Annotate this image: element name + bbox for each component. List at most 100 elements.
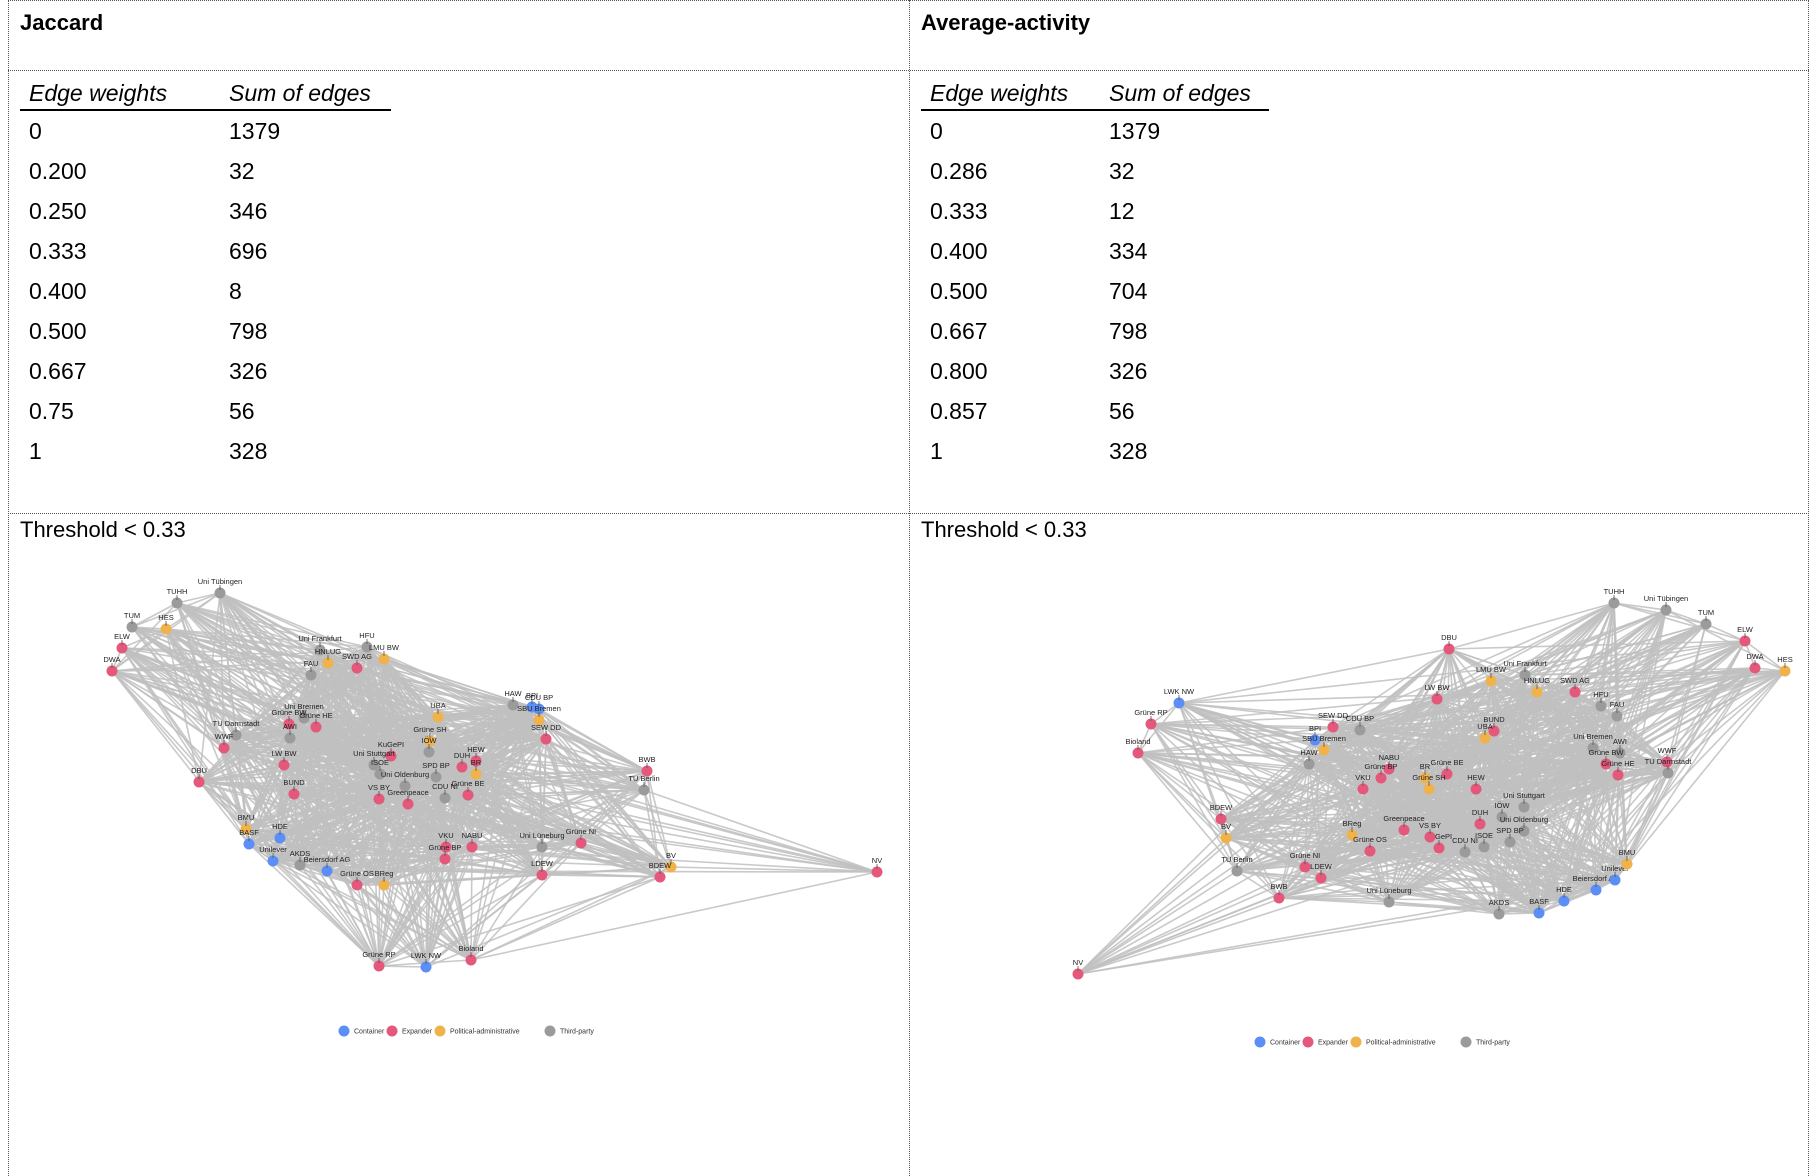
node-label: LMU BW bbox=[369, 643, 400, 652]
network-edge bbox=[1665, 609, 1786, 672]
network-edge bbox=[310, 674, 514, 706]
network-edge bbox=[1744, 640, 1786, 672]
node-br: BR bbox=[470, 758, 482, 780]
node-tu-darmstadt: TU Darmstadt bbox=[213, 719, 260, 741]
node-unilever: Unilever bbox=[1601, 864, 1629, 886]
network-edge bbox=[1220, 763, 1310, 820]
node-label: NV bbox=[1073, 958, 1083, 967]
network-edge bbox=[176, 602, 385, 660]
node-dbu: DBU bbox=[1441, 633, 1457, 655]
node-marker bbox=[1145, 718, 1157, 730]
network-edge bbox=[1666, 640, 1746, 763]
node-label: Uni Frankfurt bbox=[298, 634, 342, 643]
node-label: HDE bbox=[272, 822, 288, 831]
node-marker bbox=[424, 735, 436, 747]
network-edge bbox=[1388, 823, 1481, 903]
network-edge bbox=[1278, 879, 1616, 899]
node-lmu-bw: LMU BW bbox=[1476, 665, 1507, 687]
node-marker bbox=[1609, 874, 1621, 886]
edge-weight-cell: 0.400 bbox=[930, 237, 988, 264]
table-header-row: Edge weights Sum of edges bbox=[921, 80, 1269, 111]
network-edge bbox=[643, 789, 878, 873]
node-swd-ag: SWD AG bbox=[1560, 676, 1590, 698]
network-edge bbox=[1236, 834, 1353, 872]
node-label: ELW bbox=[114, 632, 131, 641]
network-edge bbox=[538, 719, 672, 868]
node-spd-bp: SPD BP bbox=[422, 761, 450, 783]
network-edge bbox=[283, 764, 469, 796]
network-edge bbox=[289, 737, 431, 742]
node-marker bbox=[1132, 747, 1144, 759]
node-marker bbox=[193, 776, 205, 788]
node-spd-bp: SPD BP bbox=[1496, 826, 1524, 848]
node-label: CDU NI bbox=[432, 782, 458, 791]
table-row: 0.286 32 bbox=[921, 151, 1269, 191]
network-edge bbox=[111, 670, 250, 845]
node-label: WWF bbox=[215, 732, 234, 741]
node-label: Beiersdorf AG bbox=[304, 855, 351, 864]
node-label: HNLUG bbox=[315, 647, 341, 656]
legend-label-container: Container bbox=[354, 1029, 385, 1036]
node-marker bbox=[243, 838, 255, 850]
network-edge bbox=[1448, 602, 1615, 650]
node-label: DWA bbox=[1746, 652, 1763, 661]
network-edge bbox=[1278, 836, 1431, 899]
node-label: NABU bbox=[462, 831, 483, 840]
network-edge bbox=[1369, 850, 1390, 903]
node-label: HDE bbox=[1556, 885, 1572, 894]
node-dwa: DWA bbox=[103, 655, 121, 677]
node-fau: FAU bbox=[1610, 700, 1624, 722]
legend-label-third-party: Third-party bbox=[560, 1029, 594, 1036]
node-marker bbox=[665, 861, 677, 873]
network-edge bbox=[1320, 851, 1466, 879]
node-bund: BUND bbox=[283, 778, 305, 800]
network-edge bbox=[378, 858, 446, 967]
network-edge bbox=[1150, 723, 1227, 839]
node-label: BPI bbox=[1309, 724, 1321, 733]
node-tum: TUM bbox=[124, 611, 140, 633]
network-edge bbox=[326, 870, 358, 886]
node-basf: BASF bbox=[239, 828, 259, 850]
sum-of-edges-cell: 8 bbox=[229, 277, 242, 304]
node-label: VKU bbox=[1355, 773, 1370, 782]
node-label: KuGePI bbox=[378, 740, 404, 749]
node-marker bbox=[321, 865, 333, 877]
network-edge bbox=[121, 647, 427, 968]
edge-weight-cell: 1 bbox=[930, 437, 943, 464]
node-grune-bp: Grüne BP bbox=[429, 843, 461, 865]
node-beiersdorf-ag: Beiersdorf AG bbox=[304, 855, 351, 877]
node-label: LDEW bbox=[1310, 862, 1333, 871]
network-edge bbox=[1077, 879, 1616, 975]
network-edge bbox=[425, 866, 672, 968]
node-label: CDU BP bbox=[1346, 714, 1374, 723]
node-label: DUH bbox=[1472, 808, 1488, 817]
network-edge bbox=[1220, 806, 1525, 820]
node-label: Uni Oldenburg bbox=[381, 770, 429, 779]
node-label: Grüne OS bbox=[1353, 835, 1387, 844]
node-lwk-nw: LWK NW bbox=[1164, 687, 1195, 709]
node-marker bbox=[439, 853, 451, 865]
node-label: Uni Lüneburg bbox=[1366, 886, 1411, 895]
edge-weight-cell: 0.500 bbox=[29, 317, 87, 344]
network-edge bbox=[272, 860, 380, 967]
node-kugepi: KuGePI bbox=[378, 740, 404, 762]
node-grune-ni: Grüne NI bbox=[566, 827, 596, 849]
node-marker bbox=[1660, 604, 1672, 616]
node-marker bbox=[1231, 865, 1243, 877]
node-marker bbox=[1424, 831, 1436, 843]
node-marker bbox=[378, 879, 390, 891]
node-label: BWB bbox=[638, 755, 655, 764]
network-edge bbox=[1424, 761, 1668, 779]
node-grune-bw: Grüne BW bbox=[1588, 748, 1624, 770]
network-edge bbox=[1498, 900, 1565, 915]
node-label: Grüne SH bbox=[1412, 773, 1445, 782]
legend-label-third-party: Third-party bbox=[1476, 1040, 1510, 1047]
node-marker bbox=[1398, 824, 1410, 836]
network-edge bbox=[471, 842, 582, 848]
node-label: Grüne BW bbox=[271, 708, 307, 717]
node-marker bbox=[1470, 783, 1482, 795]
network-edge bbox=[1278, 863, 1628, 899]
network-edge bbox=[1509, 806, 1525, 843]
node-label: DBU bbox=[191, 766, 207, 775]
